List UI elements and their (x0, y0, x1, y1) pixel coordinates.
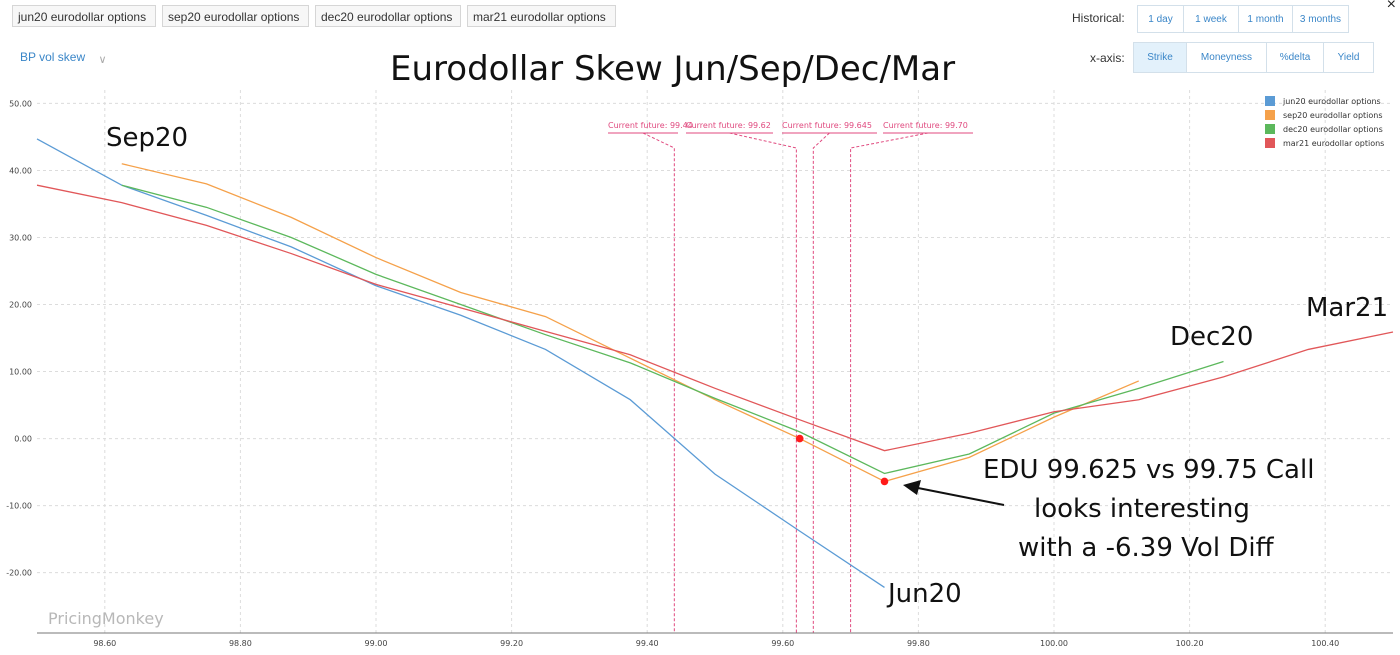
xaxis-label: x-axis: (1090, 51, 1125, 65)
current-future-line (642, 132, 675, 633)
historical-option[interactable]: 1 week (1184, 6, 1239, 32)
legend-entry[interactable]: dec20 eurodollar options (1283, 125, 1383, 134)
close-icon[interactable]: × (1386, 0, 1396, 13)
metric-select[interactable]: BP vol skew ∨ (20, 50, 107, 66)
x-tick-label: 100.00 (1040, 639, 1068, 648)
legend-entry[interactable]: jun20 eurodollar options (1282, 97, 1381, 106)
annotation-arrow (903, 480, 1005, 506)
historical-label: Historical: (1072, 11, 1125, 25)
legend-swatch (1265, 124, 1275, 134)
annotation-call-line2: looks interesting (1034, 494, 1250, 524)
xaxis-option[interactable]: Strike (1134, 43, 1187, 72)
xaxis-option[interactable]: %delta (1267, 43, 1324, 72)
historical-option[interactable]: 3 months (1293, 6, 1348, 32)
legend-swatch (1265, 96, 1275, 106)
y-tick-label: 40.00 (9, 166, 32, 175)
x-tick-label: 99.40 (636, 639, 659, 648)
series-line-1 (36, 138, 885, 588)
y-tick-label: -10.00 (6, 502, 32, 511)
current-future-label: Current future: 99.70 (883, 121, 968, 130)
annotation-mar21: Mar21 (1306, 293, 1388, 323)
xaxis-option[interactable]: Yield (1324, 43, 1373, 72)
watermark: PricingMonkey (48, 609, 164, 628)
annotation-call-line3: with a -6.39 Vol Diff (1018, 533, 1275, 563)
xaxis-selector: Strike Moneyness %delta Yield (1133, 42, 1374, 73)
x-tick-label: 100.40 (1311, 639, 1339, 648)
historical-selector: 1 day 1 week 1 month 3 months (1137, 5, 1349, 33)
annotation-call-line1: EDU 99.625 vs 99.75 Call (983, 455, 1314, 485)
series-toggle-button[interactable]: mar21 eurodollar options (467, 5, 616, 27)
x-tick-label: 99.00 (365, 639, 388, 648)
x-tick-label: 99.80 (907, 639, 930, 648)
y-tick-label: 50.00 (9, 99, 32, 108)
y-tick-label: 10.00 (9, 368, 32, 377)
x-tick-label: 99.20 (500, 639, 523, 648)
current-future-label: Current future: 99.645 (782, 121, 872, 130)
y-tick-label: -20.00 (6, 569, 32, 578)
current-future-label: Current future: 99.62 (686, 121, 771, 130)
highlight-point (795, 434, 804, 443)
legend-entry[interactable]: mar21 eurodollar options (1283, 139, 1384, 148)
x-tick-label: 100.20 (1176, 639, 1204, 648)
annotation-dec20: Dec20 (1170, 322, 1253, 352)
y-tick-label: 0.00 (14, 435, 32, 444)
annotation-sep20: Sep20 (106, 123, 188, 153)
y-tick-label: 20.00 (9, 301, 32, 310)
chart-title: Eurodollar Skew Jun/Sep/Dec/Mar (390, 49, 955, 89)
current-future-line (729, 132, 797, 633)
metric-select-label: BP vol skew (20, 50, 86, 64)
series-toggle-button[interactable]: sep20 eurodollar options (162, 5, 309, 27)
series-line-3 (121, 184, 1224, 475)
series-toggle-button[interactable]: jun20 eurodollar options (12, 5, 156, 27)
chevron-down-icon: ∨ (98, 54, 107, 66)
legend-entry[interactable]: sep20 eurodollar options (1283, 111, 1383, 120)
current-future-label: Current future: 99.44 (608, 121, 693, 130)
current-future-line (812, 132, 830, 633)
x-tick-label: 98.60 (93, 639, 116, 648)
series-line-2 (121, 163, 1140, 483)
current-future-line (850, 132, 929, 633)
annotation-jun20: Jun20 (886, 579, 962, 609)
legend-swatch (1265, 138, 1275, 148)
series-toggle-button[interactable]: dec20 eurodollar options (315, 5, 461, 27)
historical-option[interactable]: 1 day (1138, 6, 1184, 32)
x-tick-label: 98.80 (229, 639, 252, 648)
xaxis-option[interactable]: Moneyness (1187, 43, 1267, 72)
x-tick-label: 99.60 (771, 639, 794, 648)
series-line-4 (36, 184, 1394, 452)
y-tick-label: 30.00 (9, 233, 32, 242)
historical-option[interactable]: 1 month (1239, 6, 1293, 32)
legend-swatch (1265, 110, 1275, 120)
highlight-point (880, 477, 889, 486)
